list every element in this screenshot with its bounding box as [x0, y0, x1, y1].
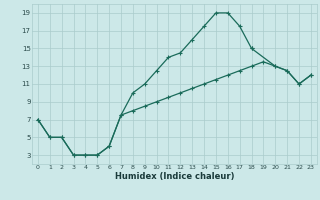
X-axis label: Humidex (Indice chaleur): Humidex (Indice chaleur): [115, 172, 234, 181]
